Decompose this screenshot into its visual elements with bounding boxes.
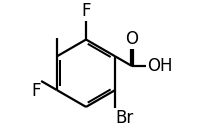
Text: O: O [126, 30, 139, 48]
Text: F: F [31, 82, 41, 100]
Text: Br: Br [116, 109, 134, 127]
Text: F: F [81, 2, 91, 20]
Text: OH: OH [147, 57, 172, 75]
